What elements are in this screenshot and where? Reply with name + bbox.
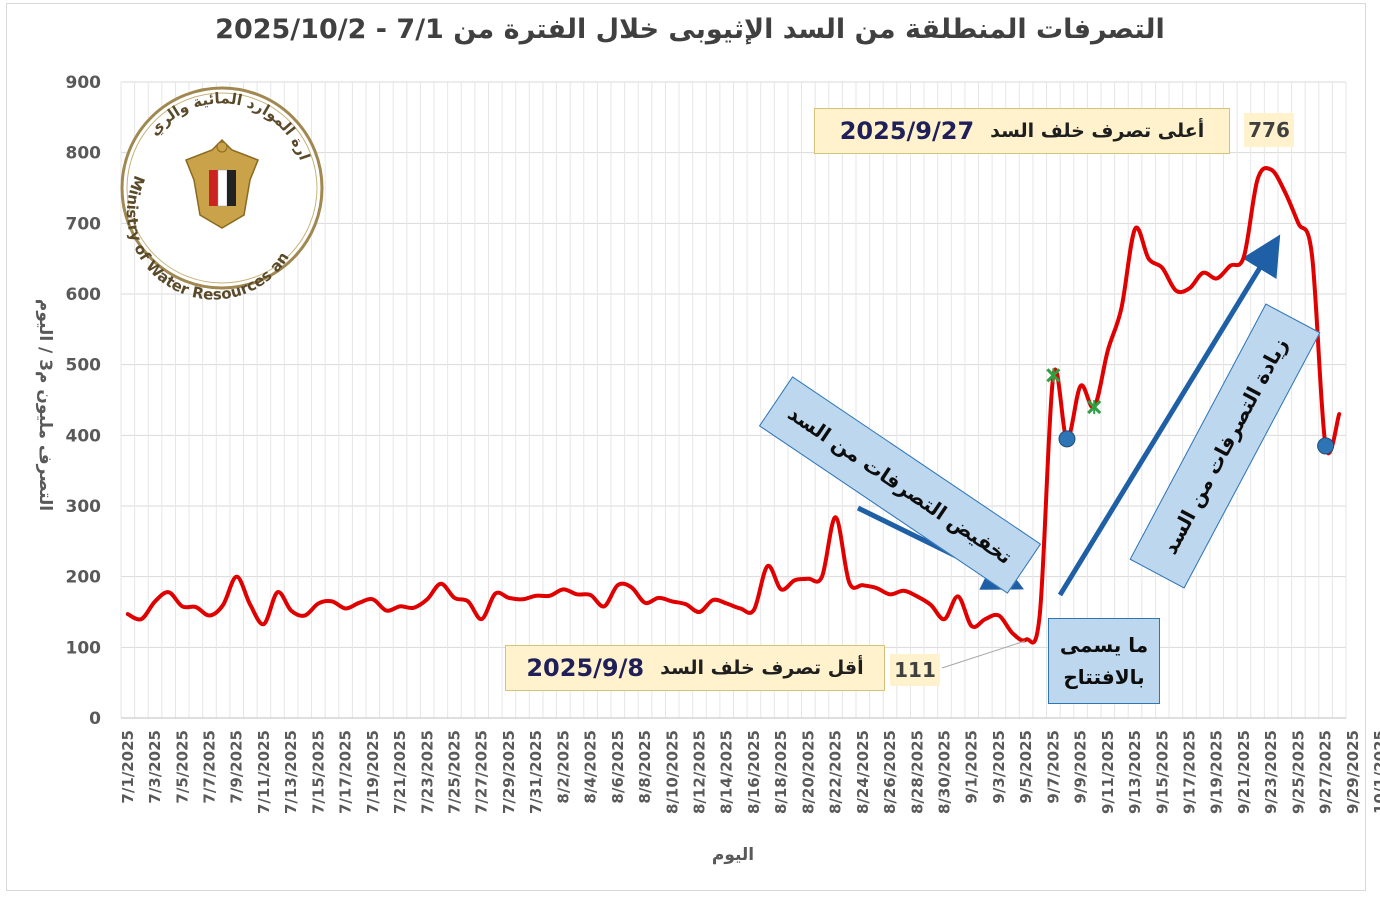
x-tick-label: 9/29/2025	[1344, 730, 1362, 814]
y-tick-label: 500	[66, 356, 102, 376]
x-tick-label: 8/22/2025	[827, 730, 845, 814]
opening-label-line2: بالافتتاح	[1063, 665, 1145, 689]
x-tick-label: 9/25/2025	[1289, 730, 1307, 814]
x-tick-label: 7/13/2025	[282, 730, 300, 814]
x-tick-label: 10/1/2025	[1371, 730, 1380, 814]
x-tick-label: 9/19/2025	[1208, 730, 1226, 814]
x-tick-label: 9/5/2025	[1017, 730, 1035, 804]
x-tick-label: 8/18/2025	[772, 730, 790, 814]
x-tick-label: 8/20/2025	[799, 730, 817, 814]
x-tick-label: 7/21/2025	[391, 730, 409, 814]
x-tick-label: 7/15/2025	[309, 730, 327, 814]
x-tick-label: 7/3/2025	[146, 730, 164, 804]
opening-label-line1: ما يسمى	[1059, 633, 1149, 657]
y-axis-label: التصرف مليون م3 / اليوم	[35, 299, 55, 511]
x-tick-label: 8/12/2025	[690, 730, 708, 814]
min-callout-text: أقل تصرف خلف السد	[660, 657, 864, 679]
x-tick-label: 9/13/2025	[1126, 730, 1144, 814]
x-tick-label: 8/28/2025	[908, 730, 926, 814]
max-point-marker	[1317, 437, 1335, 455]
y-tick-label: 200	[66, 568, 102, 588]
x-tick-label: 8/10/2025	[663, 730, 681, 814]
min-callout: أقل تصرف خلف السد 2025/9/8	[505, 645, 885, 691]
y-tick-label: 400	[66, 426, 102, 446]
max-value-label: 776	[1244, 113, 1294, 147]
x-tick-label: 9/17/2025	[1180, 730, 1198, 814]
min-point-marker	[1058, 430, 1076, 448]
x-tick-label: 7/9/2025	[228, 730, 246, 804]
x-tick-label: 7/31/2025	[527, 730, 545, 814]
chart-frame	[6, 3, 1366, 891]
x-tick-label: 7/7/2025	[200, 730, 218, 804]
x-tick-label: 9/15/2025	[1153, 730, 1171, 814]
x-tick-label: 7/27/2025	[473, 730, 491, 814]
discharge-series-line	[125, 166, 1342, 645]
min-callout-date: 2025/9/8	[526, 654, 645, 682]
x-tick-label: 8/14/2025	[718, 730, 736, 814]
x-tick-label: 8/30/2025	[935, 730, 953, 814]
x-tick-label: 7/17/2025	[337, 730, 355, 814]
x-tick-label: 7/1/2025	[119, 730, 137, 804]
increase-arrow	[1057, 234, 1281, 597]
y-tick-label: 100	[66, 638, 102, 658]
x-tick-label: 8/26/2025	[881, 730, 899, 814]
x-tick-label: 8/16/2025	[745, 730, 763, 814]
x-tick-label: 9/11/2025	[1099, 730, 1117, 814]
x-tick-label: 9/27/2025	[1317, 730, 1335, 814]
x-tick-label: 9/3/2025	[990, 730, 1008, 804]
y-tick-label: 300	[66, 497, 102, 517]
x-tick-label: 8/24/2025	[854, 730, 872, 814]
y-tick-label: 0	[89, 709, 101, 729]
x-tick-label: 9/21/2025	[1235, 730, 1253, 814]
opening-label: ما يسمى بالافتتاح	[1048, 618, 1160, 704]
y-tick-label: 800	[66, 144, 102, 164]
x-tick-label: 8/8/2025	[636, 730, 654, 804]
min-value-label: 111	[890, 654, 940, 686]
x-tick-label: 7/23/2025	[418, 730, 436, 814]
x-tick-label: 7/25/2025	[445, 730, 463, 814]
x-tick-label: 7/5/2025	[173, 730, 191, 804]
x-tick-label: 9/1/2025	[963, 730, 981, 804]
x-tick-label: 7/11/2025	[255, 730, 273, 814]
x-tick-label: 7/29/2025	[500, 730, 518, 814]
green-x-marker-icon	[1046, 368, 1061, 383]
x-tick-label: 8/4/2025	[582, 730, 600, 804]
y-tick-label: 700	[66, 214, 102, 234]
y-tick-label: 600	[66, 285, 102, 305]
x-tick-label: 8/2/2025	[554, 730, 572, 804]
y-tick-label: 900	[66, 73, 102, 93]
green-x-marker-icon	[1087, 400, 1102, 415]
min-leader-line	[941, 640, 1026, 669]
max-callout-date: 2025/9/27	[839, 117, 975, 145]
x-axis-label: اليوم	[712, 845, 754, 865]
ministry-logo: وزارة الموارد المائية والري Ministry of …	[0, 0, 324, 304]
x-tick-label: 8/6/2025	[609, 730, 627, 804]
chart-title: التصرفات المنطلقة من السد الإثيوبى خلال …	[215, 14, 1165, 45]
x-tick-label: 9/9/2025	[1072, 730, 1090, 804]
x-tick-label: 7/19/2025	[364, 730, 382, 814]
max-callout: أعلى تصرف خلف السد 2025/9/27	[814, 108, 1230, 154]
max-callout-text: أعلى تصرف خلف السد	[990, 120, 1205, 142]
x-tick-label: 9/23/2025	[1262, 730, 1280, 814]
x-tick-label: 9/7/2025	[1044, 730, 1062, 804]
eagle-emblem-icon	[185, 138, 259, 229]
